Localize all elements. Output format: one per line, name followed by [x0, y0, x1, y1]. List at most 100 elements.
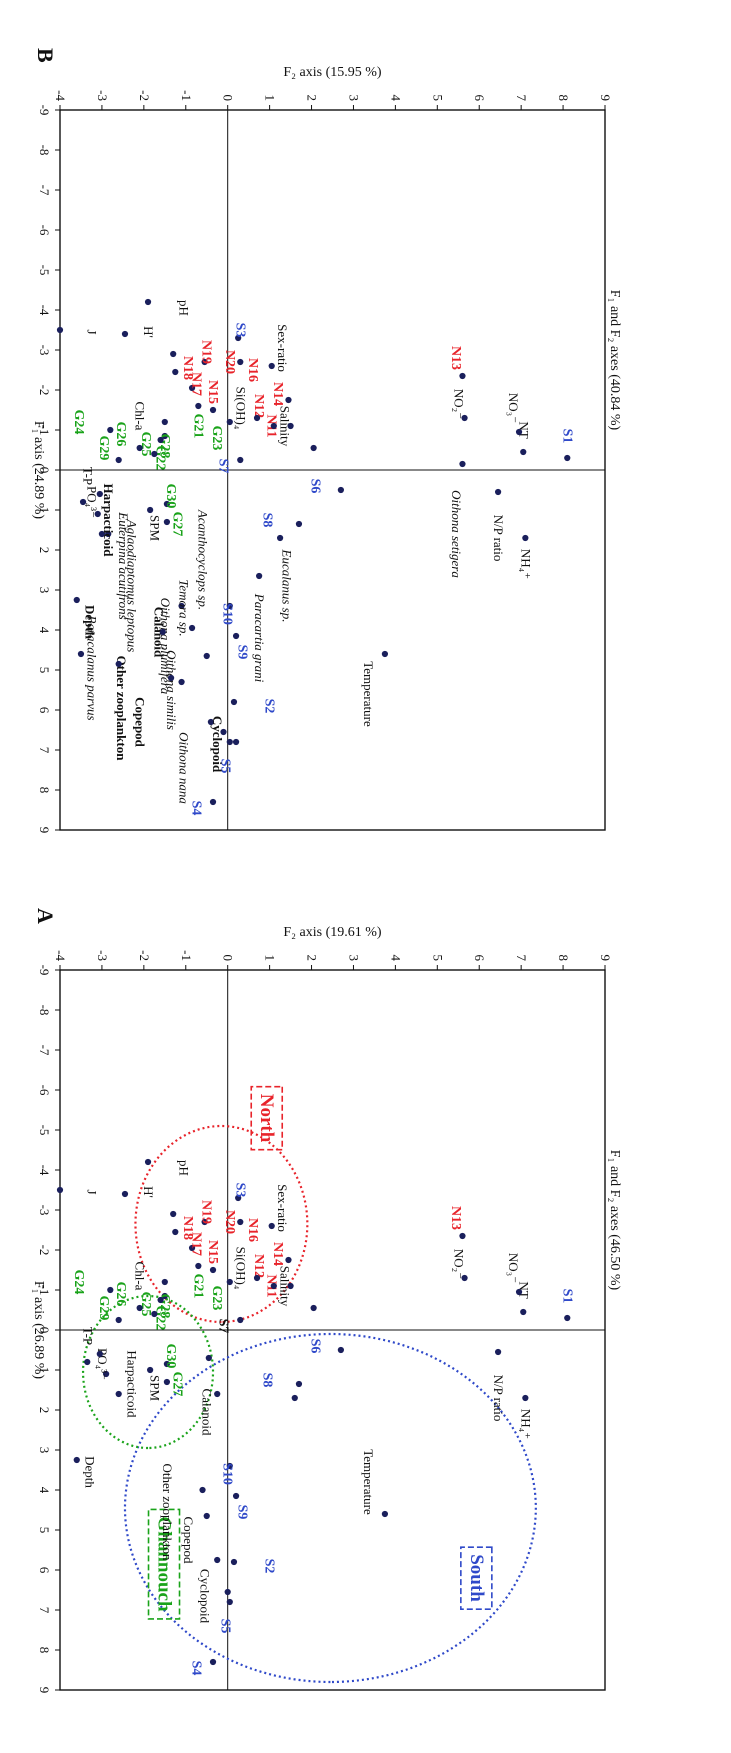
data-point	[163, 518, 171, 526]
point-label: Temperature	[361, 661, 376, 727]
point-label: S6	[308, 479, 323, 494]
x-tick-label: -8	[37, 1005, 52, 1016]
data-point	[96, 490, 103, 498]
x-tick-label: 5	[37, 667, 52, 674]
point-label: N13	[448, 346, 463, 370]
x-tick-label: -2	[37, 1245, 52, 1256]
data-point	[199, 1486, 206, 1494]
point-label: N12	[251, 1254, 266, 1278]
point-label: Copepod	[181, 1517, 196, 1564]
data-point	[232, 1492, 240, 1500]
group-box-south	[460, 1546, 493, 1610]
point-label: S6	[308, 1339, 323, 1354]
x-axis-label: F₁ axis (26.89 %)	[31, 1281, 46, 1380]
data-point	[163, 500, 171, 508]
x-tick-label: -9	[37, 965, 52, 976]
data-point	[195, 402, 202, 410]
data-point	[270, 1282, 277, 1290]
point-label: Eucalanus sp.	[279, 549, 294, 623]
point-label: J	[84, 329, 99, 334]
point-label: NH₄⁺	[518, 1409, 533, 1439]
data-point	[79, 498, 87, 506]
data-point	[201, 358, 208, 366]
data-point	[144, 298, 152, 306]
x-tick-label: -5	[37, 265, 52, 276]
point-label: S5	[218, 1619, 233, 1634]
point-label: N16	[245, 358, 260, 382]
y-tick-label: -3	[95, 950, 110, 961]
x-tick-label: 4	[37, 627, 52, 634]
group-label-ghannouch: Ghannouch	[154, 1516, 175, 1611]
point-label: G21	[190, 1274, 205, 1299]
x-tick-label: 9	[37, 1687, 52, 1694]
x-tick-label: 2	[37, 547, 52, 554]
data-point	[170, 350, 177, 358]
data-point	[520, 1308, 527, 1316]
data-point	[188, 384, 196, 392]
data-point	[515, 428, 523, 436]
data-point	[172, 1228, 179, 1236]
y-tick-label: 8	[556, 955, 571, 962]
data-point	[232, 738, 240, 746]
group-box-ghannouch	[147, 1508, 181, 1620]
data-point	[287, 422, 294, 430]
data-point	[226, 1462, 233, 1470]
y-tick-label: -4	[53, 90, 68, 101]
point-label: Chl-a	[133, 1262, 148, 1291]
data-point	[522, 1394, 529, 1402]
point-label: Oithona plumifera	[158, 598, 173, 695]
data-point	[205, 1354, 212, 1362]
point-label: Sex-ratio	[275, 1184, 290, 1232]
point-label: Salinity	[277, 406, 292, 447]
point-label: G24	[71, 1270, 86, 1295]
point-label: G23	[209, 1286, 224, 1311]
data-point	[214, 1390, 221, 1398]
point-label: G27	[169, 512, 184, 537]
point-label: G30	[163, 1344, 178, 1369]
group-box-north	[250, 1085, 284, 1151]
data-point	[337, 1346, 344, 1354]
point-label: Si(OH)₄	[233, 1247, 248, 1290]
point-label: S4	[188, 1661, 203, 1676]
data-point	[237, 456, 244, 464]
point-label: Calanoid	[200, 1389, 215, 1436]
y-tick-label: 2	[305, 955, 320, 962]
point-label: N12	[251, 394, 266, 418]
data-point	[461, 414, 468, 422]
data-point	[235, 334, 242, 342]
y-tick-label: 6	[472, 95, 487, 102]
data-point	[237, 1218, 244, 1226]
panel-letter: B	[33, 48, 58, 63]
data-point	[195, 1262, 202, 1270]
x-axis-label: F₁ axis (24.89 %)	[31, 421, 46, 520]
point-label: Other zooplankton	[160, 1463, 175, 1561]
data-point	[230, 698, 238, 706]
point-label: G30	[163, 484, 178, 509]
point-label: Temperature	[361, 1449, 376, 1515]
y-tick-label: 7	[514, 95, 529, 102]
point-label: S9	[234, 1505, 249, 1520]
point-label: Salinity	[277, 1266, 292, 1307]
data-point	[235, 1194, 242, 1202]
data-point	[103, 1370, 110, 1378]
data-point	[285, 1256, 292, 1264]
data-point	[136, 1304, 143, 1312]
data-point	[270, 422, 277, 430]
x-tick-label: 5	[37, 1527, 52, 1534]
x-tick-label: -1	[37, 425, 52, 436]
x-tick-label: -6	[37, 1085, 52, 1096]
data-point	[147, 1366, 154, 1374]
point-label: N13	[448, 1206, 463, 1230]
data-point	[77, 650, 85, 658]
point-label: G25	[138, 432, 153, 457]
point-label: Calanoid	[152, 607, 167, 658]
data-point	[188, 624, 196, 632]
point-label: N20	[222, 1210, 237, 1234]
x-tick-label: -7	[37, 185, 52, 196]
point-label: Oithona similis	[164, 650, 179, 730]
point-label: N/P ratio	[491, 515, 506, 562]
y-tick-label: -4	[53, 950, 68, 961]
point-label: S8	[260, 513, 275, 528]
data-point	[220, 728, 227, 736]
point-label: N18	[180, 1216, 195, 1240]
